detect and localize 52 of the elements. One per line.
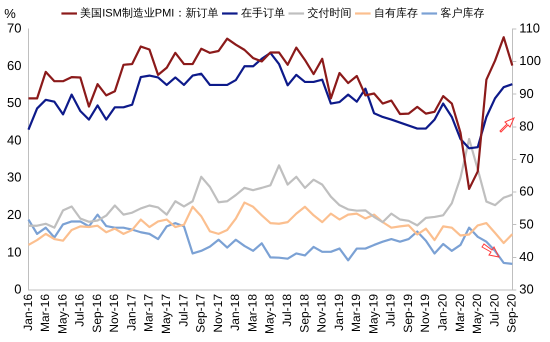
x-tick-label: Sep-17 — [194, 294, 208, 333]
x-tick-label: Mar-20 — [452, 294, 467, 332]
y2-tick-label: 40 — [519, 248, 534, 264]
y2-tick-label: 30 — [519, 282, 534, 297]
x-tick-label: Nov-16 — [107, 294, 122, 333]
y-tick-label: 40 — [6, 132, 22, 148]
legend-label: 客户库存 — [440, 6, 484, 20]
x-tick-label: Jan-20 — [436, 294, 450, 331]
x-tick-label: May-17 — [159, 294, 174, 334]
x-tick-label: Jan-17 — [124, 294, 138, 331]
x-tick-label: Mar-18 — [245, 294, 260, 332]
y-tick-label: 50 — [6, 95, 22, 110]
y2-tick-label: 60 — [519, 184, 534, 199]
y-tick-label: 0 — [14, 282, 22, 297]
x-tick-label: May-16 — [55, 294, 70, 334]
x-tick-label: Sep-19 — [400, 294, 415, 333]
y-tick-label: 20 — [6, 206, 22, 222]
x-tick-label: Jan-16 — [20, 294, 35, 331]
x-tick-label: Nov-17 — [210, 294, 225, 333]
y-tick-label: 60 — [6, 58, 22, 73]
legend-label: 自有库存 — [374, 6, 418, 20]
x-tick-label: Nov-18 — [314, 294, 329, 333]
y-tick-label: 70 — [6, 20, 22, 36]
y2-tick-label: 70 — [519, 151, 534, 166]
y2-tick-label: 100 — [519, 53, 542, 68]
x-tick-label: Mar-19 — [349, 294, 364, 332]
legend-label: 在手订单 — [240, 6, 285, 20]
x-tick-label: Jul-20 — [487, 294, 502, 327]
x-tick-label: Mar-17 — [142, 294, 156, 332]
x-tick-label: Jul-19 — [384, 294, 398, 327]
y2-tick-label: 80 — [519, 118, 534, 134]
x-tick-label: May-20 — [470, 294, 484, 334]
x-tick-label: May-18 — [262, 294, 277, 334]
y-tick-label: 10 — [6, 244, 22, 260]
y2-tick-label: 110 — [519, 20, 540, 36]
x-tick-label: Jan-19 — [332, 294, 346, 331]
legend-label: 交付时间 — [307, 6, 352, 20]
x-tick-label: Sep-18 — [297, 294, 312, 333]
x-tick-label: Nov-19 — [418, 294, 432, 333]
y2-tick-label: 90 — [519, 86, 534, 101]
x-tick-label: Jan-18 — [228, 294, 242, 331]
legend-label: 美国ISM制造业PMI：新订单 — [80, 6, 218, 20]
x-tick-label: Mar-16 — [38, 294, 52, 332]
x-tick-label: Jul-18 — [280, 294, 294, 327]
y2-tick-label: 50 — [519, 216, 534, 232]
x-tick-label: Jul-17 — [176, 294, 190, 327]
y-axis-title: % — [4, 6, 16, 22]
x-tick-label: Sep-20 — [504, 294, 519, 333]
x-tick-label: Sep-16 — [90, 294, 104, 333]
x-tick-label: Jul-16 — [72, 294, 87, 327]
x-tick-label: May-19 — [366, 294, 380, 334]
y-tick-label: 30 — [6, 170, 22, 185]
